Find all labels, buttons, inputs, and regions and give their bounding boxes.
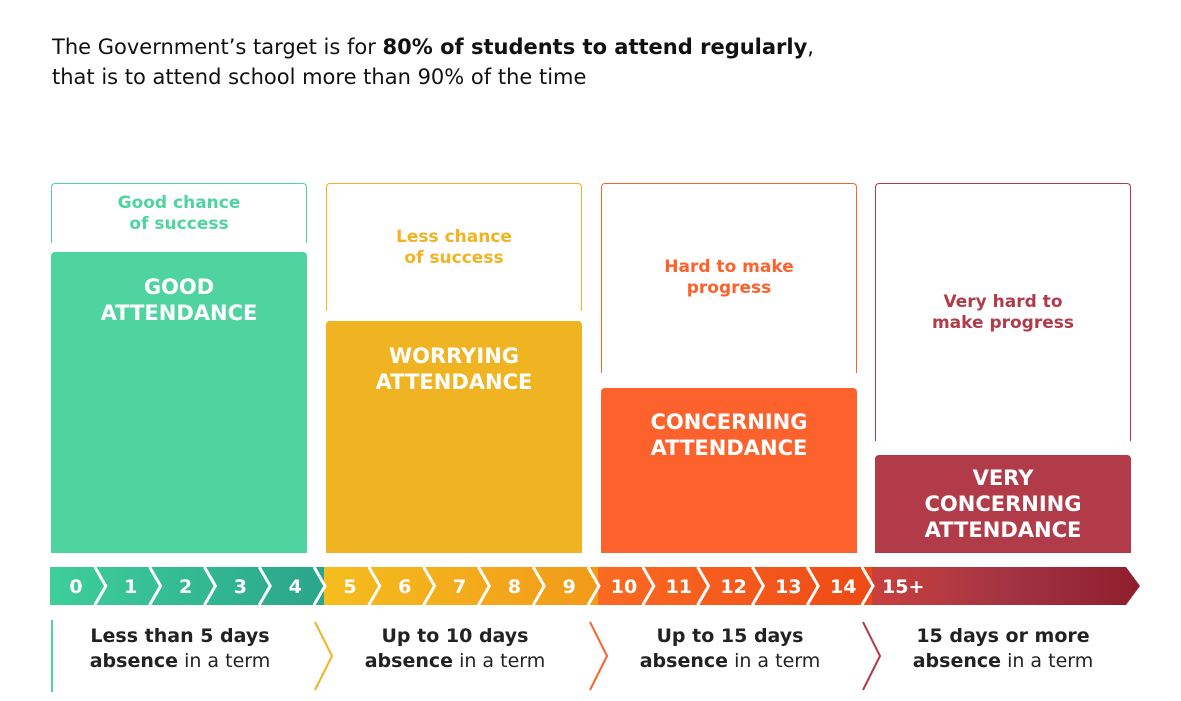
scale-label-0: 0: [69, 576, 82, 598]
scale-segment-very-concerning: [872, 567, 1140, 605]
good-description: Less than 5 days absence in a term: [89, 625, 271, 672]
worrying-chevron-icon: [314, 621, 334, 691]
very-concerning-chevron-icon: [862, 621, 882, 691]
worrying-attendance-block: WORRYING ATTENDANCE: [326, 321, 582, 553]
absence-day-scale: 0 1 2 3 4 5 6 7 8 9 10 11 12 13 14 15+: [50, 567, 1140, 605]
good-chance-text: Good chance of success: [117, 193, 241, 234]
concerning-frame: [601, 183, 857, 373]
headline-line-2: that is to attend school more than 90% o…: [52, 65, 587, 89]
scale-label-1: 1: [124, 576, 137, 598]
scale-label-4: 4: [289, 576, 302, 598]
headline: The Government’s target is for 80% of st…: [52, 32, 1052, 92]
scale-chevron-8: [477, 567, 492, 605]
good-attendance-block: GOOD ATTENDANCE: [51, 252, 307, 553]
very-concerning-chance-text: Very hard to make progress: [931, 292, 1075, 333]
scale-label-10: 10: [611, 576, 637, 598]
good-frame: [51, 183, 307, 243]
scale-segment-worrying: [324, 567, 598, 605]
scale-label-6: 6: [398, 576, 411, 598]
scale-chevron-14: [805, 567, 820, 605]
headline-line-1: The Government’s target is for 80% of st…: [52, 35, 814, 59]
scale-chevron-7: [422, 567, 437, 605]
worrying-description: Up to 10 days absence in a term: [364, 625, 546, 672]
concerning-attendance-block: CONCERNING ATTENDANCE: [601, 388, 857, 553]
worrying-chance-text: Less chance of success: [396, 227, 512, 268]
scale-segment-concerning: [598, 567, 872, 605]
scale-label-11: 11: [666, 576, 692, 598]
scale-label-7: 7: [453, 576, 466, 598]
worrying-frame: [326, 183, 582, 311]
scale-chevron-9: [531, 567, 546, 605]
scale-chevron-13: [751, 567, 766, 605]
scale-chevron-2: [148, 567, 163, 605]
scale-label-3: 3: [234, 576, 247, 598]
scale-label-8: 8: [508, 576, 521, 598]
scale-label-15: 15+: [882, 576, 924, 598]
scale-chevron-11: [641, 567, 656, 605]
scale-label-2: 2: [179, 576, 192, 598]
scale-label-14: 14: [830, 576, 856, 598]
scale-chevron-15: [860, 567, 875, 605]
scale-chevron-10: [586, 567, 601, 605]
scale-chevron-4: [257, 567, 272, 605]
scale-chevron-6: [367, 567, 382, 605]
very-concerning-description: 15 days or more absence in a term: [912, 625, 1094, 672]
scale-chevron-1: [93, 567, 108, 605]
scale-segment-good: [50, 567, 324, 605]
good-divider: [51, 620, 53, 692]
scale-chevron-5: [312, 567, 327, 605]
scale-chevron-3: [203, 567, 218, 605]
scale-chevron-12: [696, 567, 711, 605]
very-concerning-frame: [875, 183, 1131, 441]
concerning-chance-text: Hard to make progress: [664, 257, 794, 298]
concerning-chevron-icon: [589, 621, 609, 691]
concerning-description: Up to 15 days absence in a term: [639, 625, 821, 672]
scale-label-9: 9: [563, 576, 576, 598]
scale-label-13: 13: [775, 576, 801, 598]
very-concerning-attendance-block: VERY CONCERNING ATTENDANCE: [875, 455, 1131, 553]
scale-label-5: 5: [343, 576, 356, 598]
scale-label-12: 12: [720, 576, 746, 598]
